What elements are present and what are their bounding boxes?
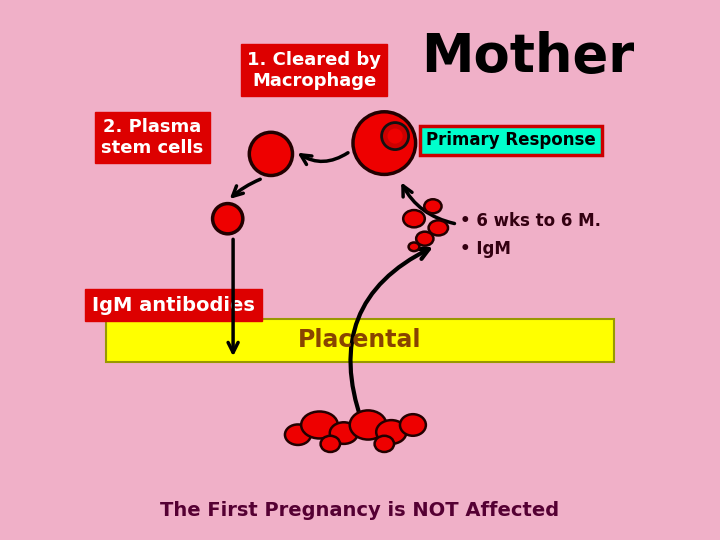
Text: Placental: Placental: [298, 328, 422, 352]
Ellipse shape: [409, 242, 419, 251]
Ellipse shape: [424, 199, 441, 213]
Ellipse shape: [350, 410, 387, 440]
FancyBboxPatch shape: [107, 319, 613, 362]
Circle shape: [353, 112, 415, 174]
Circle shape: [387, 129, 402, 144]
Circle shape: [382, 123, 409, 150]
Circle shape: [249, 132, 292, 176]
Ellipse shape: [330, 422, 358, 444]
Text: 1. Cleared by
Macrophage: 1. Cleared by Macrophage: [247, 51, 381, 90]
Ellipse shape: [285, 424, 311, 445]
Ellipse shape: [428, 220, 448, 235]
Ellipse shape: [320, 436, 340, 452]
Ellipse shape: [400, 414, 426, 436]
Text: The First Pregnancy is NOT Affected: The First Pregnancy is NOT Affected: [161, 501, 559, 520]
Circle shape: [212, 204, 243, 234]
Ellipse shape: [374, 436, 394, 452]
Text: Mother: Mother: [420, 31, 634, 83]
Ellipse shape: [301, 411, 338, 438]
Ellipse shape: [403, 210, 425, 227]
Text: • 6 wks to 6 M.: • 6 wks to 6 M.: [460, 212, 601, 231]
Ellipse shape: [377, 420, 407, 444]
Text: IgM antibodies: IgM antibodies: [92, 295, 255, 315]
Text: • IgM: • IgM: [460, 240, 510, 259]
Ellipse shape: [416, 232, 433, 246]
Text: 2. Plasma
stem cells: 2. Plasma stem cells: [101, 118, 203, 157]
Text: Primary Response: Primary Response: [426, 131, 596, 150]
